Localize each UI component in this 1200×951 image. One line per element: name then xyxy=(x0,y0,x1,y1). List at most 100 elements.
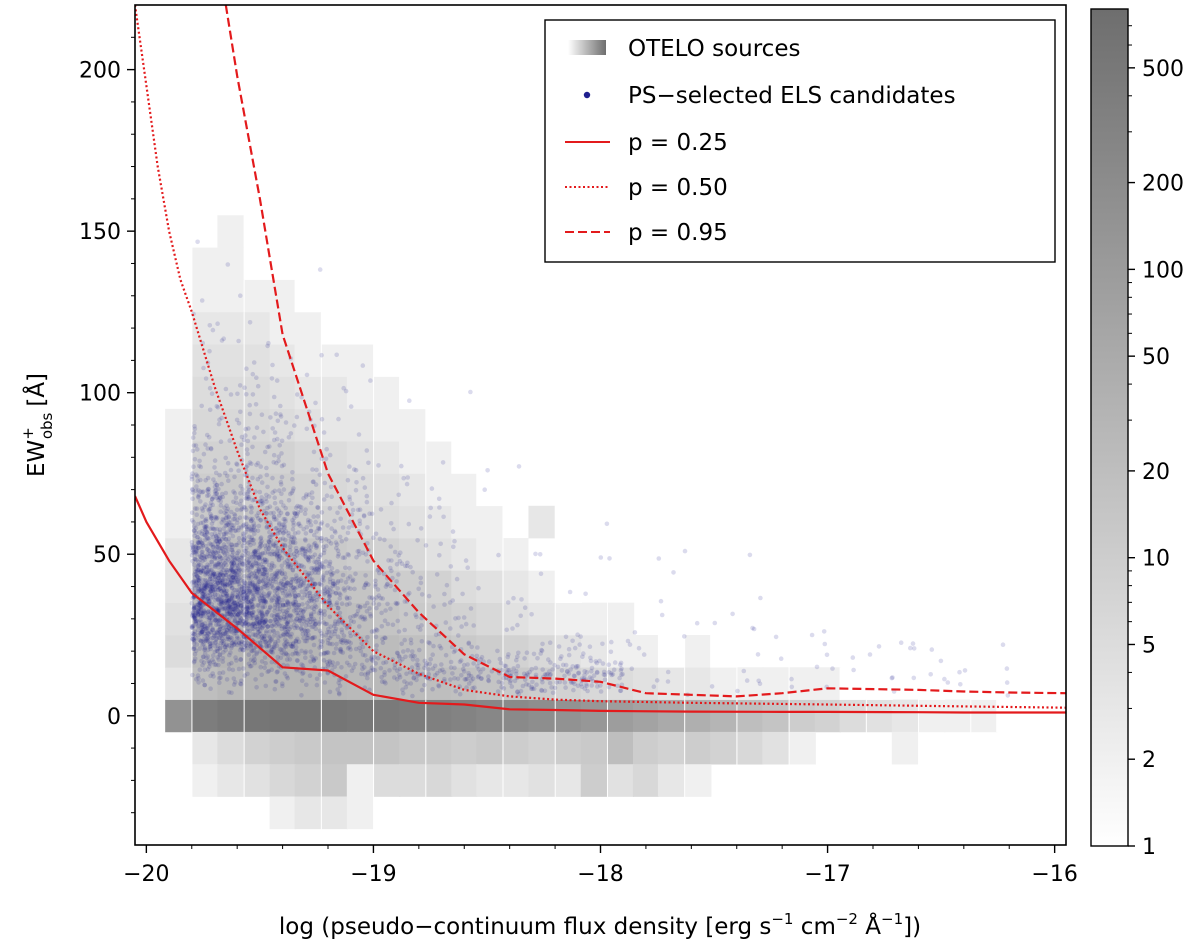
scatter-point xyxy=(576,670,581,676)
scatter-point xyxy=(277,623,283,628)
scatter-point xyxy=(293,505,299,511)
scatter-point xyxy=(235,579,240,585)
scatter-point xyxy=(602,672,608,678)
scatter-point xyxy=(215,630,221,636)
histogram-cell xyxy=(839,667,866,700)
scatter-point xyxy=(217,670,222,676)
scatter-point xyxy=(281,516,287,522)
scatter-point xyxy=(208,568,213,573)
scatter-point xyxy=(288,583,294,588)
scatter-point xyxy=(244,604,249,610)
scatter-point xyxy=(238,602,243,608)
scatter-point xyxy=(235,594,240,600)
scatter-point xyxy=(195,627,201,633)
scatter-point xyxy=(324,621,330,627)
histogram-cell xyxy=(451,441,478,474)
scatter-point xyxy=(303,555,309,560)
scatter-point xyxy=(333,626,339,632)
scatter-point xyxy=(276,586,282,592)
scatter-point xyxy=(231,560,237,566)
scatter-point xyxy=(217,417,222,423)
scatter-point xyxy=(231,609,236,615)
scatter-point xyxy=(268,510,274,516)
scatter-point xyxy=(416,662,421,668)
scatter-point xyxy=(236,611,241,617)
scatter-point xyxy=(454,576,460,582)
scatter-point xyxy=(253,552,259,558)
scatter-point xyxy=(397,672,402,678)
scatter-point xyxy=(225,611,230,616)
scatter-point xyxy=(402,637,408,643)
scatter-point xyxy=(191,580,197,585)
scatter-point xyxy=(347,663,352,668)
scatter-point xyxy=(307,582,312,588)
scatter-point xyxy=(540,679,545,685)
scatter-point xyxy=(262,665,268,671)
scatter-point xyxy=(217,676,222,681)
histogram-cell xyxy=(269,215,296,248)
scatter-point xyxy=(231,517,236,522)
scatter-point xyxy=(232,619,238,624)
scatter-point xyxy=(231,525,236,531)
scatter-point xyxy=(309,616,314,622)
scatter-point xyxy=(353,467,359,473)
scatter-point xyxy=(319,633,325,639)
scatter-point xyxy=(327,559,333,565)
scatter-point xyxy=(191,613,197,618)
scatter-point xyxy=(199,552,205,558)
scatter-point xyxy=(228,635,233,640)
scatter-point xyxy=(193,530,199,535)
scatter-point xyxy=(329,662,334,668)
scatter-point xyxy=(215,561,221,566)
histogram-cell xyxy=(294,570,321,603)
scatter-point xyxy=(245,451,250,457)
scatter-point xyxy=(212,574,218,580)
scatter-point xyxy=(232,570,237,575)
colorbar-tick-label: 10 xyxy=(1142,547,1170,572)
histogram-cell xyxy=(399,344,426,377)
scatter-point xyxy=(539,648,545,653)
scatter-point xyxy=(270,490,276,495)
scatter-point xyxy=(422,665,427,671)
scatter-point xyxy=(316,570,321,575)
scatter-point xyxy=(210,572,216,577)
scatter-point xyxy=(396,572,401,577)
scatter-point xyxy=(207,584,213,589)
scatter-point xyxy=(312,552,318,557)
scatter-point xyxy=(273,679,278,684)
scatter-point xyxy=(654,678,660,683)
scatter-point xyxy=(415,666,421,671)
scatter-point xyxy=(199,626,204,631)
scatter-point xyxy=(249,604,255,610)
scatter-point xyxy=(209,513,214,519)
scatter-point xyxy=(236,549,241,554)
histogram-cell xyxy=(321,570,349,603)
scatter-point xyxy=(429,486,435,491)
scatter-point xyxy=(217,545,223,551)
scatter-point xyxy=(224,573,230,578)
scatter-point xyxy=(223,598,229,604)
scatter-point xyxy=(259,595,265,601)
scatter-point xyxy=(226,523,232,528)
scatter-point xyxy=(237,640,242,646)
histogram-cell xyxy=(346,570,374,603)
scatter-point xyxy=(298,563,303,568)
scatter-point xyxy=(234,614,239,620)
scatter-point xyxy=(374,628,380,633)
scatter-point xyxy=(288,624,294,630)
scatter-point xyxy=(531,686,537,691)
scatter-point xyxy=(778,656,784,661)
scatter-point xyxy=(311,656,316,662)
scatter-point xyxy=(231,600,237,605)
scatter-point xyxy=(227,598,232,603)
scatter-point xyxy=(582,669,587,674)
scatter-point xyxy=(337,534,343,540)
scatter-point xyxy=(262,634,268,639)
scatter-point xyxy=(247,411,253,417)
scatter-point xyxy=(291,641,296,646)
histogram-cell xyxy=(528,602,555,636)
scatter-point xyxy=(255,528,261,534)
histogram-cell xyxy=(919,667,946,700)
scatter-point xyxy=(305,600,310,606)
scatter-point xyxy=(258,541,263,547)
